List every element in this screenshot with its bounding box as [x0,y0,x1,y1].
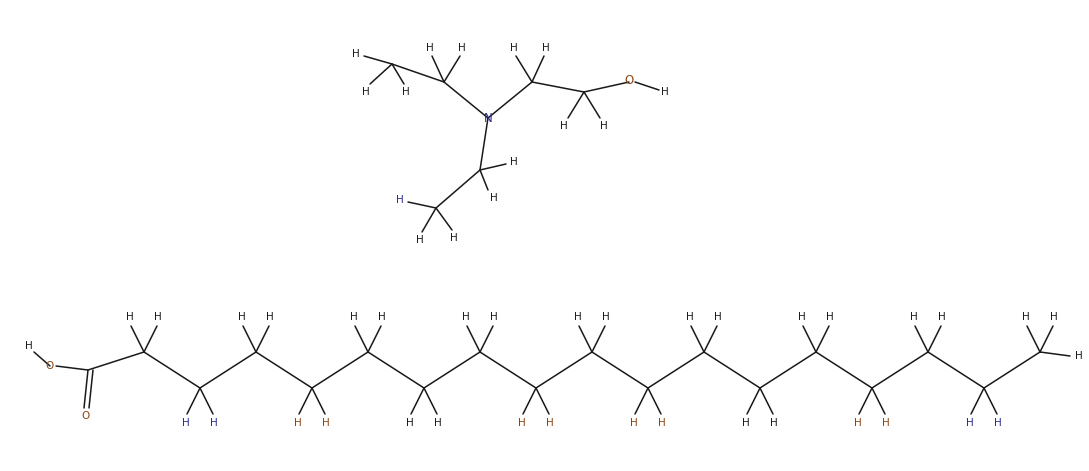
Text: H: H [25,341,33,351]
Text: H: H [126,312,134,322]
Text: H: H [798,312,806,322]
Text: H: H [363,87,370,97]
Text: H: H [854,418,861,428]
Text: N: N [484,112,492,124]
Text: H: H [396,195,404,205]
Text: H: H [510,157,518,167]
Text: H: H [378,312,386,322]
Text: H: H [600,121,608,131]
Text: H: H [938,312,946,322]
Text: O: O [624,73,634,87]
Text: H: H [742,418,750,428]
Text: O: O [45,361,53,371]
Text: H: H [518,418,526,428]
Text: H: H [238,312,246,322]
Text: H: H [155,312,162,322]
Text: H: H [450,233,457,243]
Text: H: H [352,49,359,59]
Text: H: H [910,312,918,322]
Text: H: H [416,235,424,245]
Text: H: H [994,418,1002,428]
Text: H: H [294,418,302,428]
Text: H: H [322,418,330,428]
Text: H: H [602,312,610,322]
Text: H: H [560,121,567,131]
Text: H: H [827,312,834,322]
Text: H: H [490,193,498,203]
Text: H: H [661,87,669,97]
Text: H: H [1075,351,1082,361]
Text: H: H [686,312,694,322]
Text: O: O [82,411,90,421]
Text: H: H [266,312,273,322]
Text: H: H [658,418,665,428]
Text: H: H [882,418,890,428]
Text: H: H [542,43,550,53]
Text: H: H [1023,312,1030,322]
Text: H: H [1050,312,1057,322]
Text: H: H [574,312,582,322]
Text: H: H [435,418,442,428]
Text: H: H [351,312,358,322]
Text: H: H [458,43,466,53]
Text: H: H [510,43,518,53]
Text: H: H [714,312,722,322]
Text: H: H [426,43,433,53]
Text: H: H [210,418,218,428]
Text: H: H [406,418,414,428]
Text: H: H [182,418,189,428]
Text: H: H [402,87,409,97]
Text: H: H [462,312,469,322]
Text: H: H [966,418,974,428]
Text: H: H [490,312,498,322]
Text: H: H [770,418,778,428]
Text: H: H [546,418,554,428]
Text: H: H [631,418,638,428]
